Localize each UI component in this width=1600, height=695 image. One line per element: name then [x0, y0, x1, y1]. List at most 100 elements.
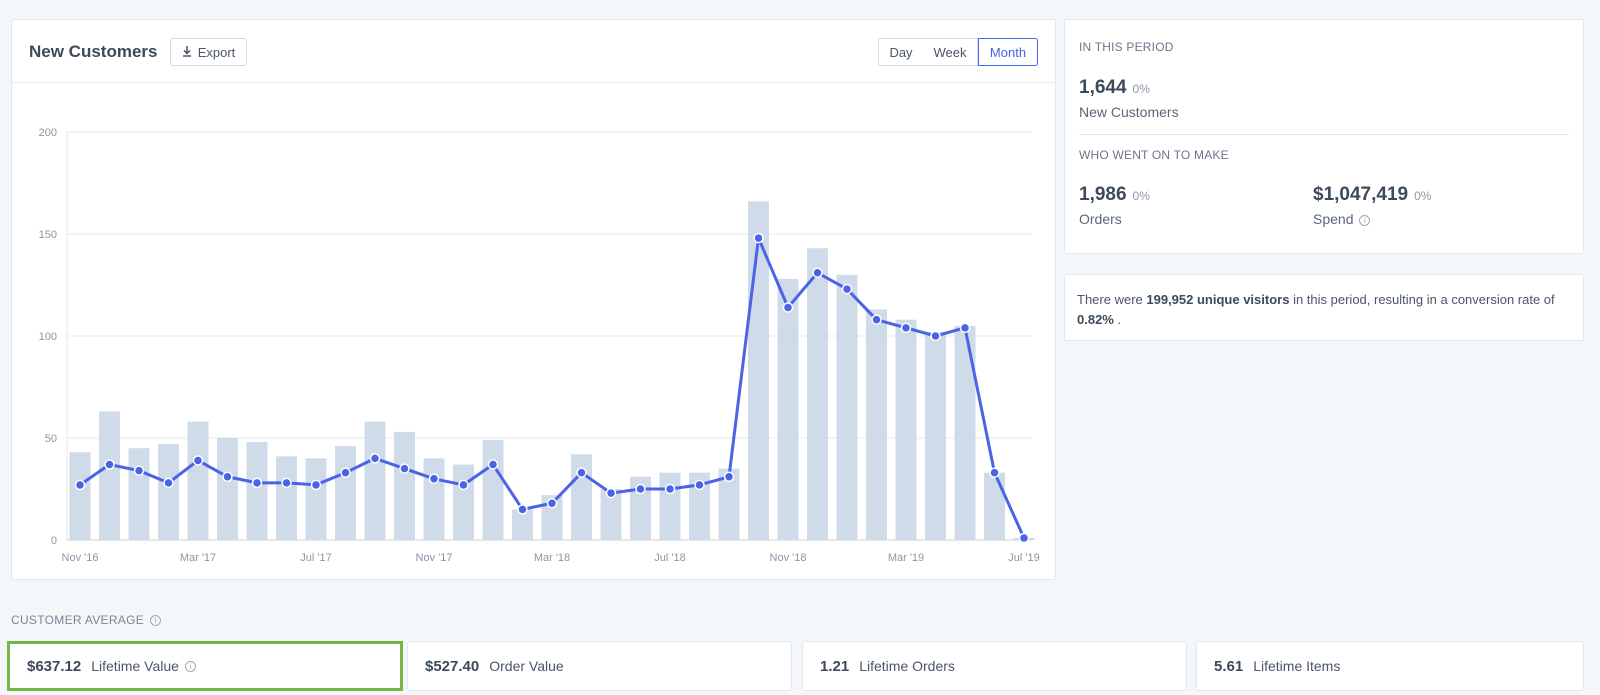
bar	[984, 472, 1005, 540]
metric-label: Order Value	[489, 658, 564, 674]
data-point	[251, 477, 263, 489]
bar	[541, 495, 563, 540]
y-tick-label: 100	[39, 331, 57, 343]
metric-value: 1.21	[820, 657, 850, 675]
data-point	[989, 467, 1000, 478]
export-label: Export	[197, 44, 236, 60]
x-tick-label: Nov '16	[62, 552, 99, 564]
visitors-middle: in this period, resulting in a conversio…	[1289, 292, 1555, 307]
export-button[interactable]: Export	[170, 38, 247, 66]
chart-header: New Customers Export Day Week Month	[12, 20, 1055, 83]
metric-label: Lifetime Value	[91, 658, 179, 674]
download-icon	[182, 45, 192, 60]
visitors-prefix: There were	[1077, 292, 1147, 307]
data-point	[841, 283, 853, 295]
bar	[600, 489, 622, 540]
bar	[807, 248, 828, 540]
x-tick-label: Nov '17	[416, 552, 453, 564]
chart-title: New Customers	[29, 42, 158, 61]
lifetime-value-card[interactable]: $637.12 Lifetime Value i	[7, 641, 403, 691]
spend-label: Spend	[1313, 211, 1354, 227]
x-tick-label: Mar '17	[180, 552, 216, 564]
range-month-button[interactable]: Month	[978, 38, 1038, 66]
visitors-suffix: .	[1113, 312, 1122, 327]
x-tick-label: Jul '17	[300, 552, 331, 564]
metric-value: $637.12	[27, 657, 82, 675]
info-icon[interactable]: i	[184, 660, 196, 672]
bar	[335, 446, 356, 540]
data-point	[369, 453, 381, 464]
data-point	[133, 465, 145, 476]
lifetime-orders-card[interactable]: 1.21 Lifetime Orders	[802, 641, 1187, 691]
x-tick-label: Mar '18	[534, 552, 570, 564]
data-point	[871, 314, 882, 325]
data-point	[222, 471, 233, 483]
metric-value: $527.40	[425, 657, 480, 675]
lifetime-items-card[interactable]: 5.61 Lifetime Items	[1196, 641, 1584, 691]
x-tick-label: Nov '18	[770, 552, 807, 564]
range-day-button[interactable]: Day	[878, 38, 924, 66]
bar	[305, 458, 327, 540]
orders-pct: 0%	[1132, 189, 1150, 203]
order-value-card[interactable]: $527.40 Order Value	[407, 641, 792, 691]
metric-value: 5.61	[1214, 657, 1244, 675]
data-point	[900, 322, 912, 334]
x-tick-label: Jul '19	[1008, 552, 1039, 564]
data-point	[723, 471, 735, 483]
x-tick-label: Mar '19	[888, 552, 924, 564]
data-point	[1018, 532, 1030, 544]
bar	[69, 452, 91, 540]
period-subheading: WHO WENT ON TO MAKE	[1079, 148, 1229, 162]
bar	[423, 458, 445, 540]
data-point	[694, 479, 705, 491]
x-tick-label: Jul '18	[654, 552, 685, 564]
bar	[630, 476, 651, 540]
bar	[128, 448, 150, 540]
data-point	[930, 330, 941, 342]
new-customers-label: New Customers	[1079, 104, 1179, 120]
bar	[718, 468, 740, 540]
data-point	[340, 467, 351, 478]
spend-label-row: Spend i	[1313, 211, 1371, 227]
range-week-button[interactable]: Week	[923, 38, 978, 66]
new-customers-chart: 0 50 100 150 200 Nov '16 Mar '17 Jul '17 Nov '17…	[39, 127, 1040, 564]
data-point	[192, 455, 204, 466]
info-icon[interactable]: i	[1359, 214, 1371, 226]
bar	[453, 464, 474, 540]
data-point	[959, 322, 971, 334]
data-point	[487, 459, 499, 470]
bar	[777, 278, 799, 540]
visitors-card: There were 199,952 unique visitors in th…	[1064, 274, 1584, 341]
orders-label: Orders	[1079, 211, 1122, 227]
data-point	[782, 302, 794, 313]
bar	[276, 456, 297, 540]
bar	[246, 442, 268, 540]
orders-value: 1,986	[1079, 184, 1127, 205]
data-point	[517, 504, 528, 515]
visitors-count: 199,952 unique visitors	[1146, 292, 1290, 307]
data-point	[310, 479, 322, 491]
data-point	[605, 487, 617, 499]
bar	[99, 411, 120, 540]
bar	[689, 472, 710, 540]
bar	[217, 438, 238, 540]
y-tick-label: 150	[39, 229, 57, 241]
data-point	[458, 479, 469, 491]
y-tick-label: 200	[39, 127, 57, 139]
metric-label: Lifetime Items	[1253, 658, 1341, 674]
info-icon[interactable]: i	[150, 615, 162, 627]
spend-pct: 0%	[1414, 189, 1432, 203]
bar	[836, 274, 858, 540]
data-point	[428, 473, 440, 485]
data-point	[664, 483, 676, 495]
bar	[571, 454, 592, 540]
bar	[364, 421, 386, 540]
bar	[895, 319, 917, 540]
orders-stat: 1,986 0%	[1079, 184, 1150, 206]
new-customers-pct: 0%	[1132, 82, 1150, 96]
data-point	[546, 498, 558, 509]
y-tick-label: 0	[51, 535, 57, 547]
period-heading: IN THIS PERIOD	[1079, 40, 1174, 54]
period-summary-card: IN THIS PERIOD 1,644 0% New Customers WHO…	[1064, 19, 1584, 254]
new-customers-value: 1,644	[1079, 77, 1127, 98]
